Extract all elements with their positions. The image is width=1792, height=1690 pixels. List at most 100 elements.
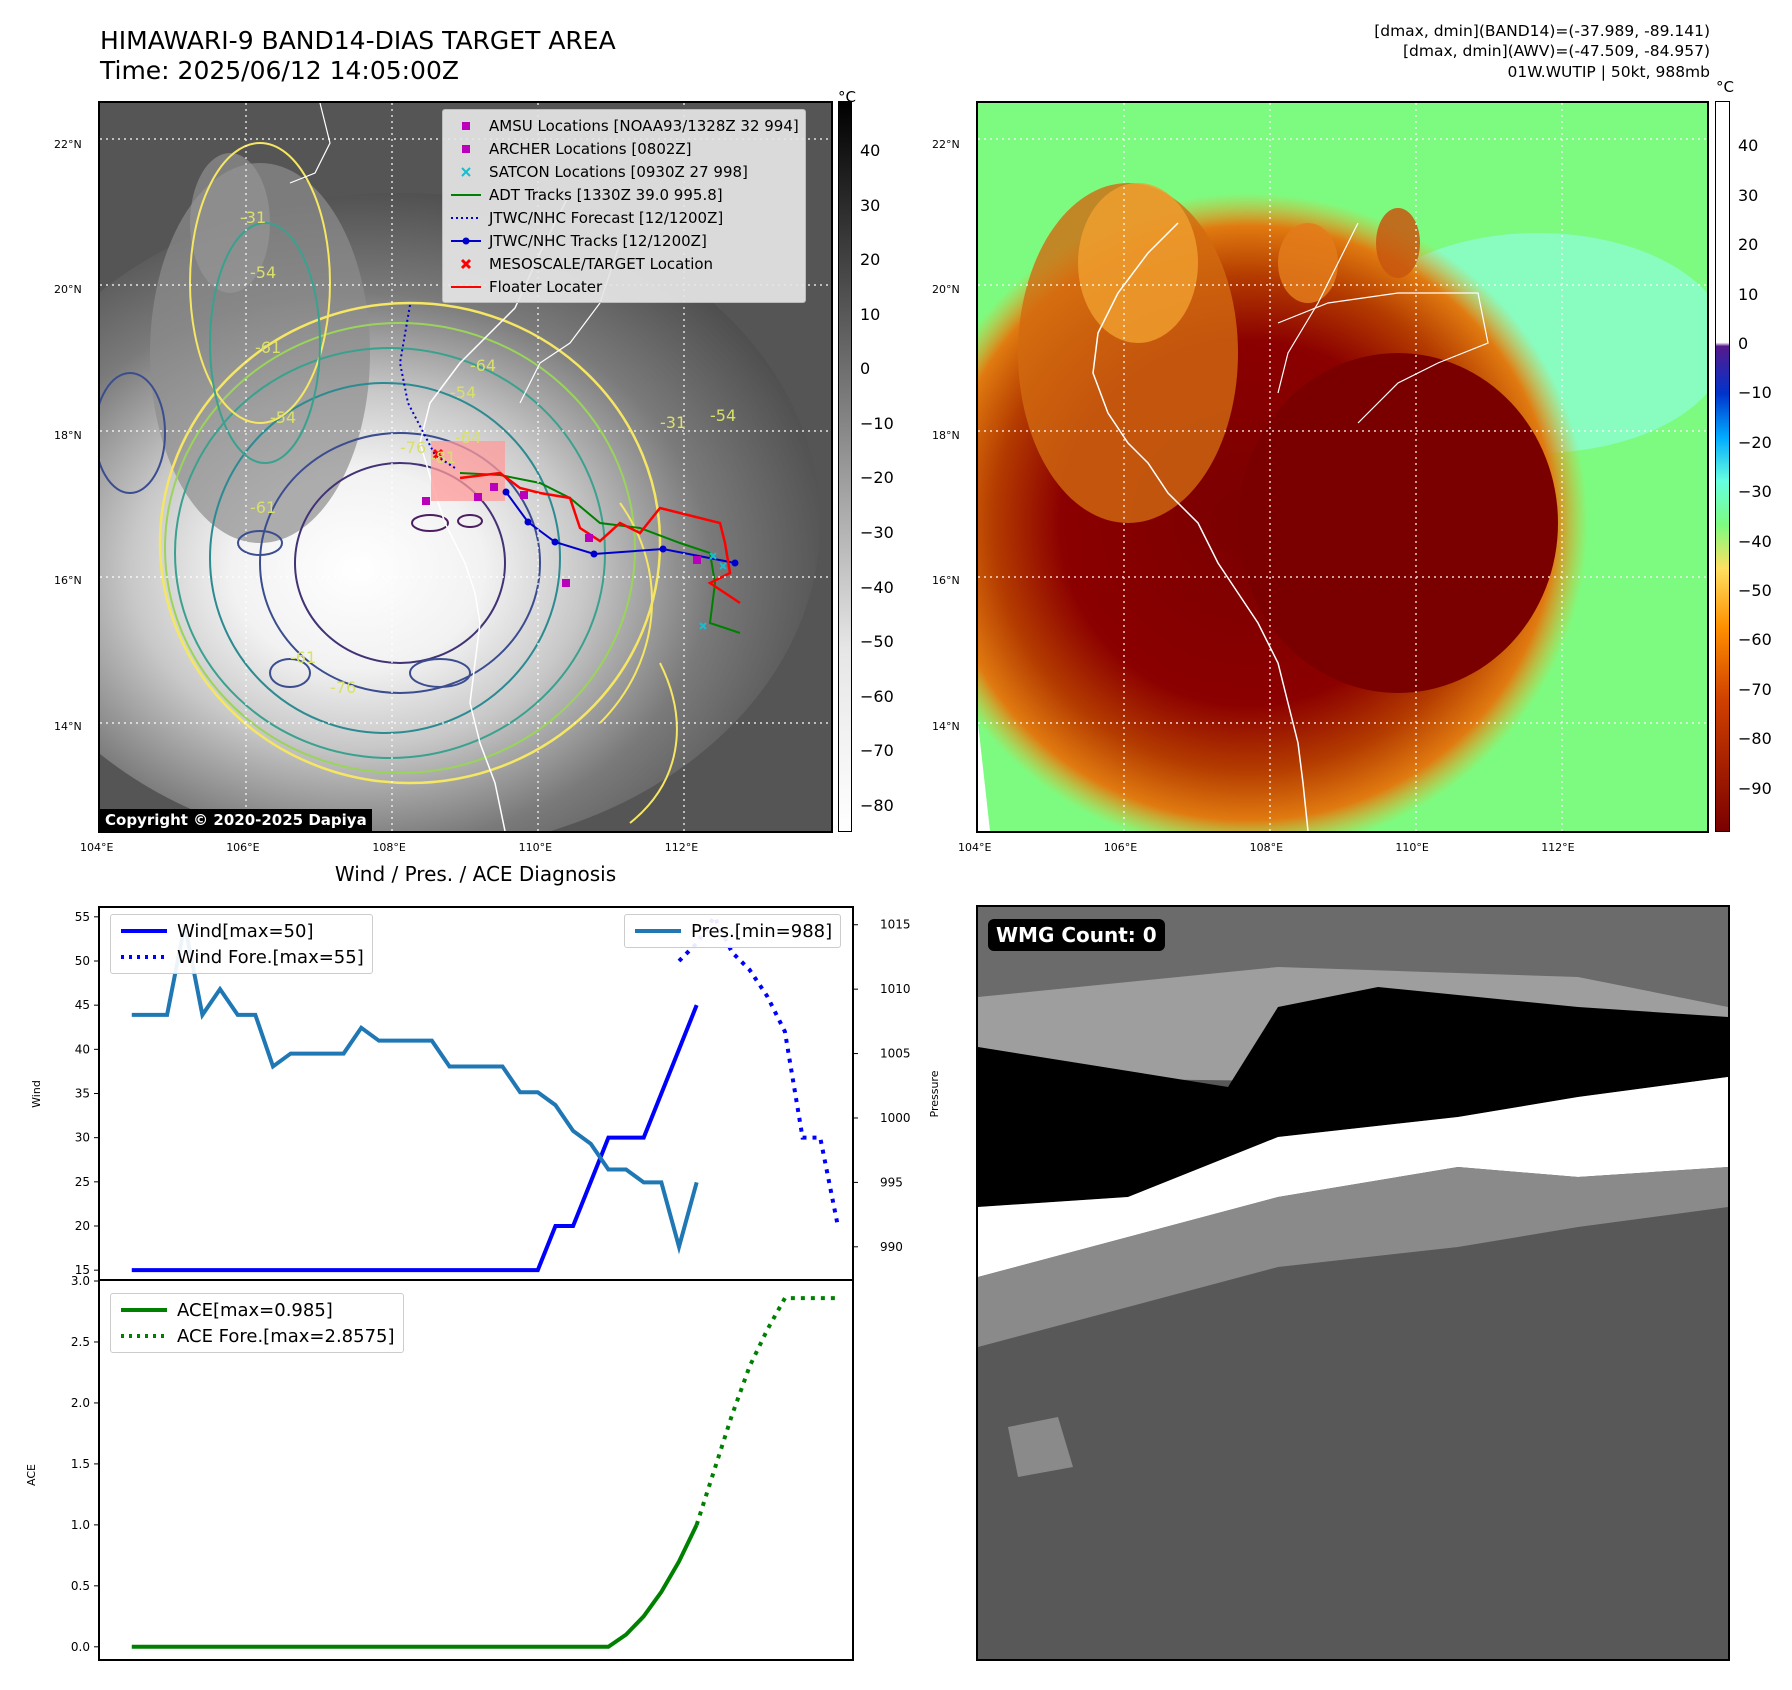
colorbar-tick-label: −50 <box>860 632 894 652</box>
right-map-svg <box>978 103 1707 831</box>
track-legend: AMSU Locations [NOAA93/1328Z 32 994] ARCH… <box>442 109 806 303</box>
legend-item-label: JTWC/NHC Tracks [12/1200Z] <box>489 231 707 250</box>
jtwc-track <box>505 491 736 564</box>
chart-time: Time: 2025/06/12 14:05:00Z <box>100 56 459 85</box>
wmg-band-black <box>978 987 1728 1207</box>
dmax-dmin-awv: [dmax, dmin](AWV)=(-47.509, -84.957) <box>1403 42 1710 60</box>
legend-ace-forecast: ACE Fore.[max=2.8575] <box>119 1323 395 1349</box>
ace-legend: ACE[max=0.985] ACE Fore.[max=2.8575] <box>110 1293 404 1353</box>
legend-item: Floater Locater <box>449 275 799 298</box>
colorbar-tick-label: −40 <box>860 577 894 597</box>
ace-tick-label: 1.0 <box>71 1518 90 1532</box>
left-colorbar <box>838 101 852 832</box>
contour-north-teal <box>209 222 321 464</box>
diagnosis-title: Wind / Pres. / ACE Diagnosis <box>334 862 617 886</box>
lon-tick-label: 104°E <box>958 841 992 854</box>
red-line-icon <box>451 285 481 288</box>
lat-tick-label: 22°N <box>932 137 960 151</box>
contour-west-navy <box>100 372 166 494</box>
legend-item: SATCON Locations [0930Z 27 998] <box>449 160 799 183</box>
blue-dot-line-icon <box>451 237 481 244</box>
lat-tick-label: 20°N <box>932 283 960 297</box>
colorbar-tick-label: −60 <box>1738 630 1772 650</box>
border-line-2 <box>1277 292 1489 424</box>
lat-tick-label: 14°N <box>932 720 960 734</box>
ace-tick-label: 2.0 <box>71 1396 90 1410</box>
colorbar-tick-label: 10 <box>860 304 881 324</box>
right-colorbar <box>1715 101 1730 832</box>
lat-tick-label: 22°N <box>54 137 82 151</box>
colorbar-tick-label: −80 <box>860 795 894 815</box>
contour-small-3 <box>409 658 471 688</box>
contour-label: -64 <box>470 356 496 375</box>
series-line-1 <box>677 912 840 1227</box>
diagnosis-ticks: 15 20 25 30 35 40 45 50 55 990 995 1000 1005 1010 1015… <box>71 910 911 1654</box>
wind-tick-label: 50 <box>75 954 90 968</box>
coastline <box>419 192 571 831</box>
lon-tick-label: 112°E <box>1541 841 1575 854</box>
legend-item-label: AMSU Locations [NOAA93/1328Z 32 994] <box>489 116 799 135</box>
contour-label: -54 <box>270 408 296 427</box>
colorbar-tick-label: 0 <box>860 359 871 379</box>
cloud-patch-2 <box>1376 208 1420 278</box>
contour-navy <box>259 432 541 694</box>
legend-item-label: SATCON Locations [0930Z 27 998] <box>489 162 748 181</box>
cloud-band-north <box>1078 183 1198 343</box>
contour-small-4 <box>411 514 449 532</box>
pressure-tick-label: 1000 <box>880 1111 911 1125</box>
legend-wind-forecast-line <box>121 955 167 959</box>
ace-tick-label: 3.0 <box>71 1274 90 1288</box>
ace-plot-frame <box>98 1279 854 1661</box>
ace-tick-label: 1.5 <box>71 1457 90 1471</box>
lon-tick-label: 106°E <box>1103 841 1138 854</box>
pressure-tick-label: 1005 <box>880 1047 911 1061</box>
blue-dotted-line-icon <box>451 216 481 219</box>
wind-tick-label: 40 <box>75 1042 90 1056</box>
lat-tick-label: 16°N <box>932 574 960 588</box>
contour-yellow <box>158 301 662 785</box>
wind-tick-label: 20 <box>75 1219 90 1233</box>
lat-tick-label: 14°N <box>54 720 82 734</box>
colorbar-tick-label: −90 <box>1738 778 1772 798</box>
colorbar-tick-label: 20 <box>860 250 881 270</box>
contour-label: -31 <box>240 208 266 227</box>
legend-wind-forecast-label: Wind Fore.[max=55] <box>177 946 364 968</box>
border-line <box>1277 222 1359 394</box>
wmg-band-gray <box>978 1167 1728 1347</box>
legend-wind-label: Wind[max=50] <box>177 920 314 942</box>
contour-lightgreen <box>164 322 636 774</box>
missing-data-corner <box>978 723 990 831</box>
lat-tick-label: 18°N <box>932 428 960 442</box>
left-ir-map: -54 -64 -31 -54 -61 -81 -76 -31 -54 -54 -64 -76 -61-… <box>98 101 833 833</box>
colorbar-tick-label: −40 <box>1738 531 1772 551</box>
diagnosis-chart-svg: 15 20 25 30 35 40 45 50 55 990 995 1000 1005 1010 1015… <box>25 906 941 1661</box>
satcon-points <box>699 552 727 630</box>
eye-region <box>1238 353 1558 693</box>
contour-label: -81 <box>430 448 456 467</box>
contour-small-1 <box>237 530 283 556</box>
wmg-svg <box>978 907 1728 1659</box>
lon-tick-label: 110°E <box>1395 841 1429 854</box>
colorbar-tick-label: 0 <box>1738 334 1749 354</box>
magenta-square-icon <box>462 121 470 130</box>
ace-tick-label: 2.5 <box>71 1335 90 1349</box>
right-gridlines <box>978 103 1707 831</box>
contour-label: -54 <box>250 263 276 282</box>
legend-ace-line <box>121 1308 167 1312</box>
cloud-band-north <box>190 153 270 293</box>
lon-tick-label: 108°E <box>1249 841 1284 854</box>
series-line-0 <box>131 1004 699 1273</box>
pressure-tick-label: 1010 <box>880 982 911 996</box>
amsu-archer-points <box>422 483 701 587</box>
colorbar-tick-label: 20 <box>1738 235 1759 255</box>
wind-axis-label: Wind <box>30 1080 43 1108</box>
wmg-patch <box>1008 1417 1073 1477</box>
legend-item: ADT Tracks [1330Z 39.0 995.8] <box>449 183 799 206</box>
legend-item: MESOSCALE/TARGET Location <box>449 252 799 275</box>
jtwc-track-points <box>502 488 739 567</box>
lat-tick-label: 16°N <box>54 574 82 588</box>
lon-tick-label: 110°E <box>518 841 553 854</box>
storm-info: 01W.WUTIP | 50kt, 988mb <box>1507 63 1710 81</box>
copyright-notice: Copyright © 2020-2025 Dapiya <box>100 809 372 831</box>
wind-tick-label: 35 <box>75 1087 90 1101</box>
